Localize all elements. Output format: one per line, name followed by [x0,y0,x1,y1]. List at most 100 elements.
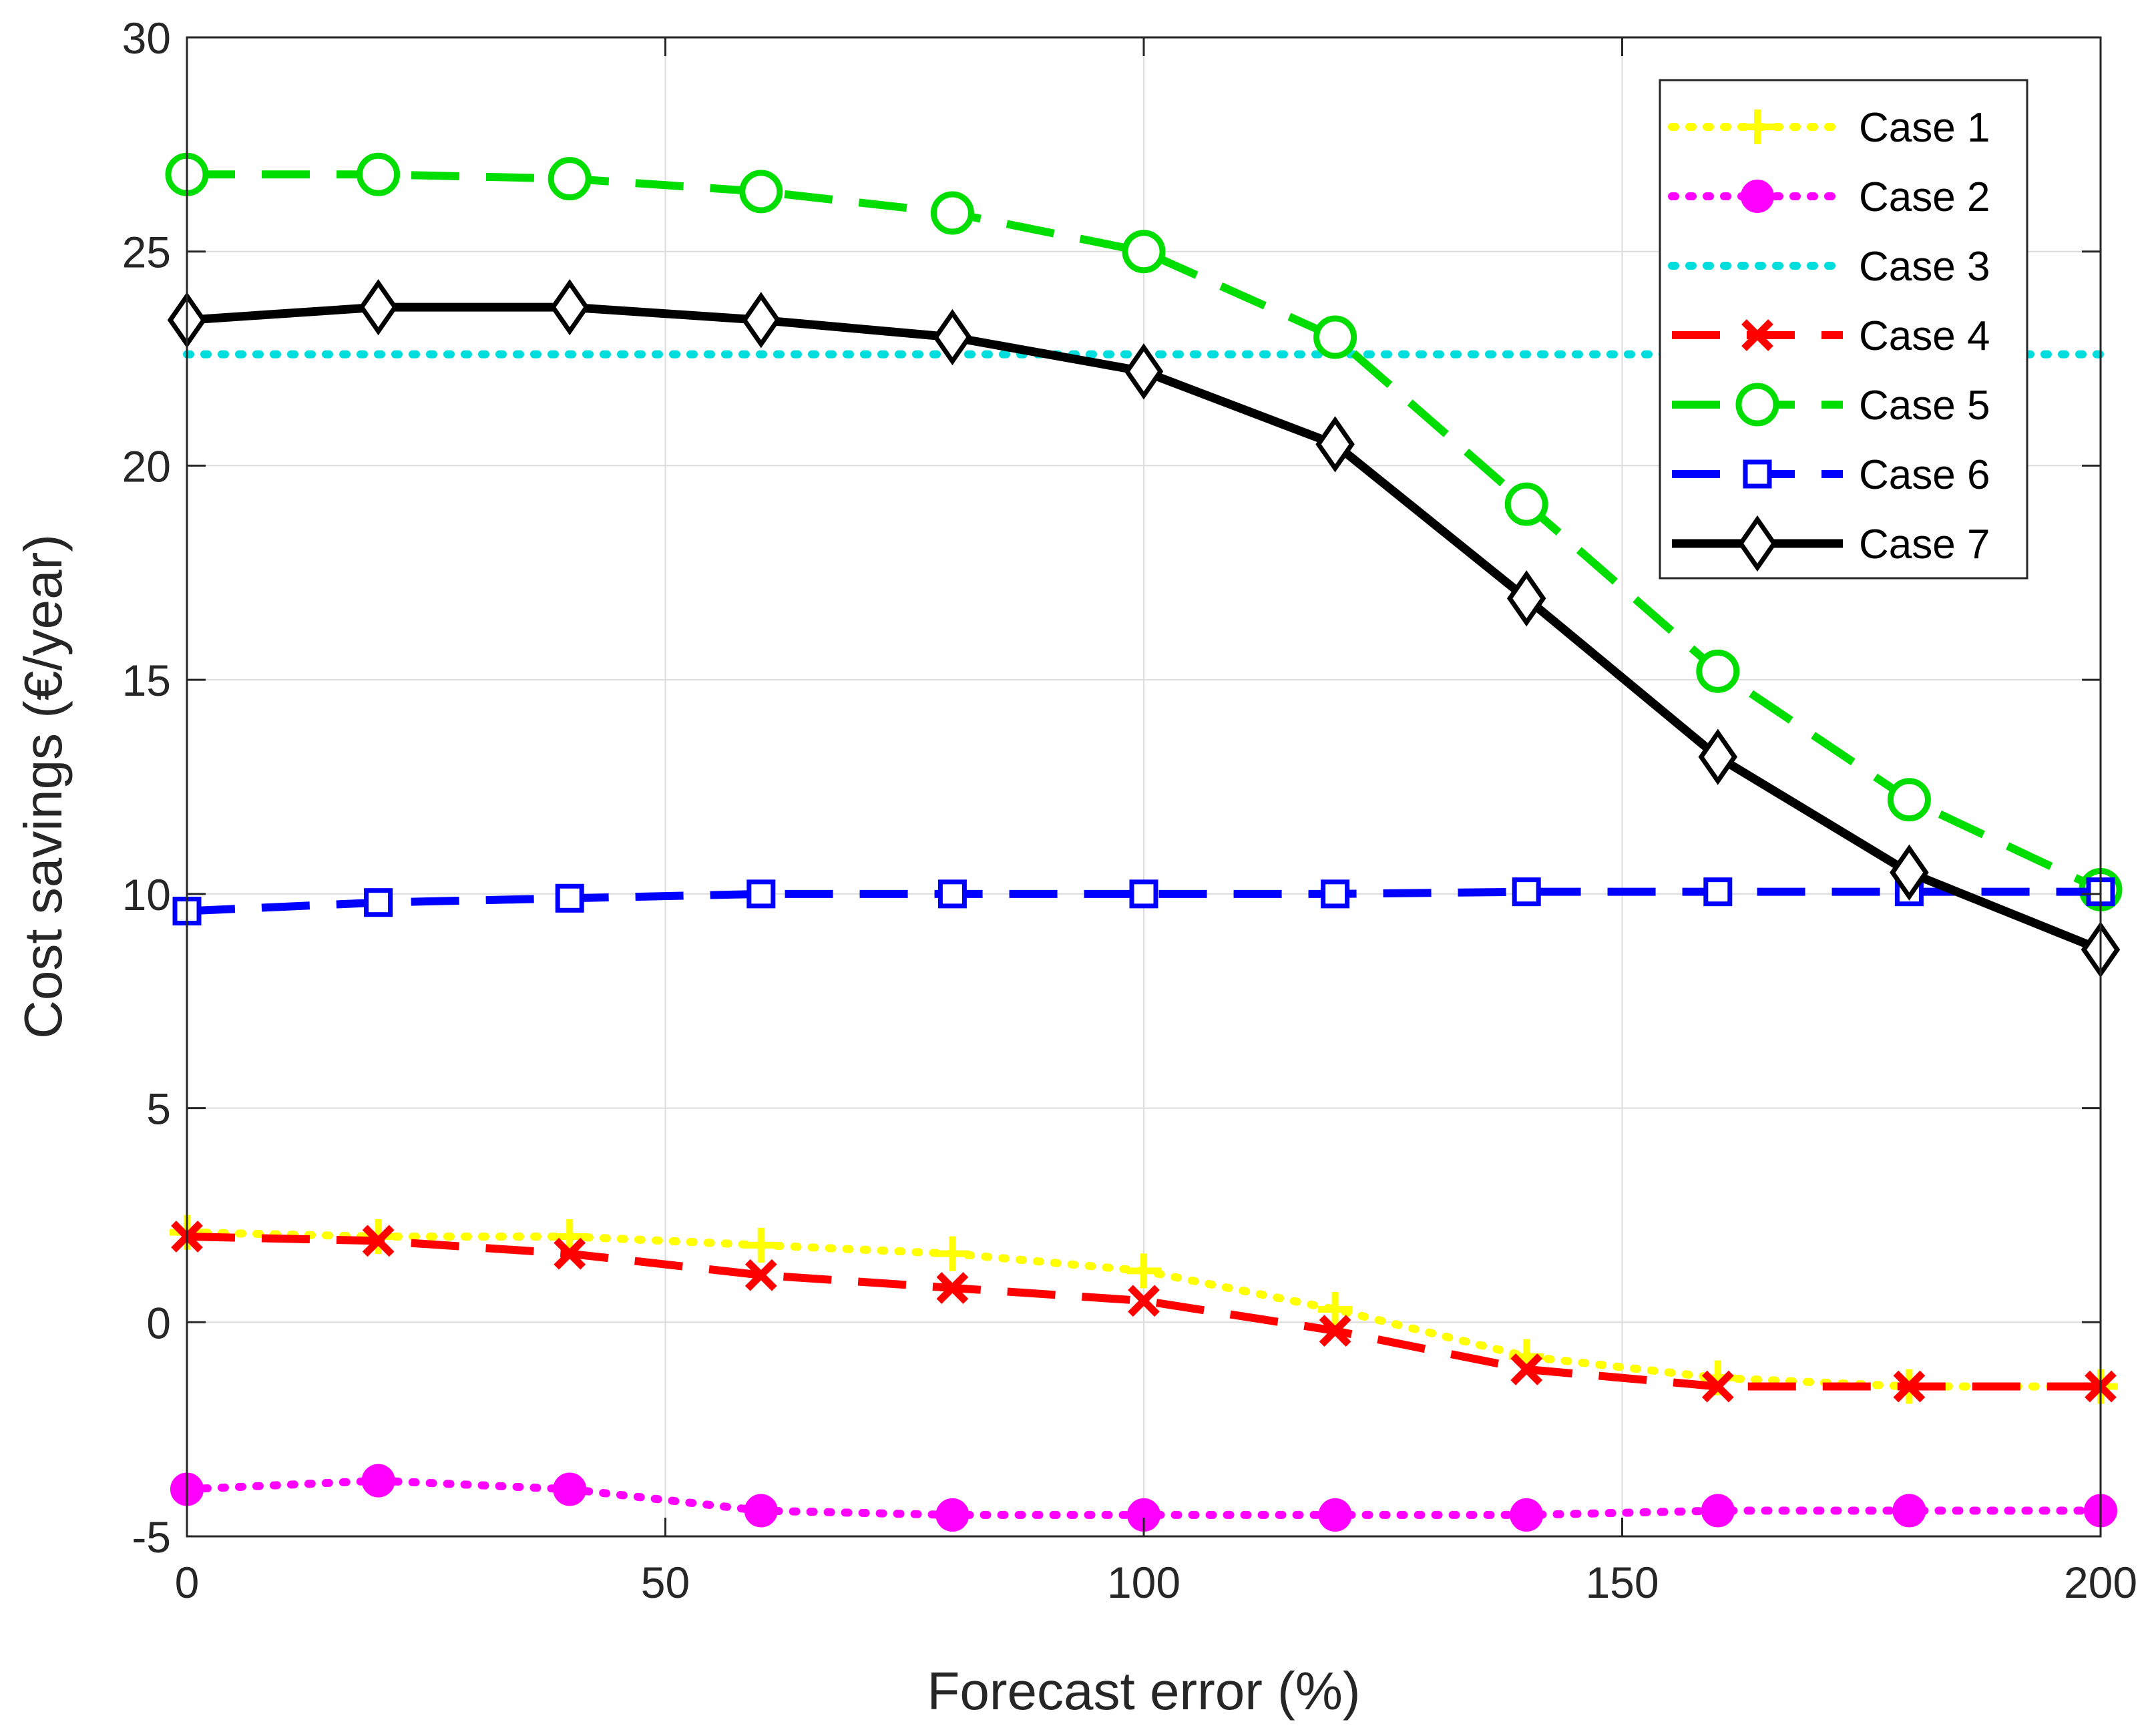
legend-box [1659,79,2028,580]
series-4 [171,1221,2117,1403]
data-point [739,170,783,214]
y-tick-label: 5 [146,1084,171,1134]
data-point [553,1472,587,1506]
legend-label: Case 5 [1859,383,1990,429]
data-point [1129,879,1158,909]
marker-stroke [1741,319,1773,351]
legend-label: Case 4 [1859,313,1990,359]
data-point [744,1494,778,1528]
legend-marker [1735,383,1779,427]
data-point [1696,649,1740,693]
data-point [1887,778,1931,822]
x-tick-label: 150 [1585,1558,1659,1607]
marker-stroke [362,1225,395,1257]
data-point [1703,877,1733,907]
legend-entry: Case 3 [1668,244,1990,290]
marker-stroke [936,1272,969,1304]
data-point [1319,1315,1351,1347]
data-point [1313,315,1357,359]
x-tick-label: 100 [1107,1558,1180,1607]
series-2 [170,1464,2117,1532]
data-point [550,278,590,336]
data-point [1124,343,1164,400]
legend-marker [1741,319,1773,351]
legend-label: Case 6 [1859,452,1990,498]
y-axis-title: Cost savings (€/year) [13,534,73,1039]
data-point [1128,1285,1160,1317]
marker-stroke [554,1237,586,1270]
y-tick-label: 0 [146,1298,171,1347]
y-tick-label: 10 [122,870,171,919]
data-point [743,1227,779,1263]
legend-label: Case 1 [1859,105,1990,151]
y-tick-label: -5 [132,1512,171,1562]
data-point [1510,1353,1543,1385]
y-tick-label: 15 [122,656,171,705]
marker-stroke [1701,1370,1734,1403]
data-point [1318,1498,1352,1532]
legend-label: Case 3 [1859,244,1990,290]
legend-marker [1743,459,1772,489]
legend: Case 1 Case 2 Case 3 Case 4 Case 5 Case 6 Case… [1659,79,2028,580]
y-tick-label: 20 [122,441,171,491]
legend-marker [1740,110,1775,144]
data-point [935,1498,970,1532]
legend-label: Case 2 [1859,174,1990,220]
marker-stroke [1319,1315,1351,1347]
series-7 [167,278,2121,978]
legend-entry: Case 4 [1672,313,1990,359]
legend-entry: Case 5 [1672,383,1990,429]
data-point [362,1225,395,1257]
x-axis-title: Forecast error (%) [927,1661,1361,1721]
x-tick-label: 0 [175,1558,200,1607]
legend-label: Case 7 [1859,521,1990,568]
data-point [1122,230,1166,274]
marker-stroke [1510,1353,1543,1385]
data-point [357,152,401,196]
data-point [554,1237,586,1270]
data-point [930,191,974,235]
data-point [1512,877,1541,907]
data-point [1126,1253,1161,1289]
data-point [364,888,393,917]
legend-marker [1737,515,1777,572]
data-point [1893,1370,1926,1403]
series-line [186,1233,2101,1391]
marker-stroke [744,1259,777,1291]
data-point [555,883,584,913]
data-point [741,292,781,349]
data-point [1504,482,1548,526]
data-point [746,879,776,909]
legend-marker [1741,180,1774,213]
data-point [1510,1498,1544,1532]
data-point [744,1259,777,1291]
y-tick-label: 30 [122,13,171,63]
data-point [1317,1292,1353,1327]
data-point [359,278,398,336]
data-point [548,157,592,201]
series-line [186,887,2101,915]
data-point [1321,879,1350,909]
data-point [1892,1494,1926,1528]
data-point [361,1464,395,1498]
data-point [1701,1494,1735,1528]
marker-stroke [1893,1370,1926,1403]
x-tick-label: 50 [641,1558,690,1607]
data-point [552,1219,588,1254]
data-point [1701,1370,1734,1403]
data-point [933,308,972,366]
data-point [936,1272,969,1304]
legend-entry: Case 7 [1672,515,1990,572]
data-point [937,879,967,909]
y-tick-label: 25 [122,228,171,277]
marker-stroke [1128,1285,1160,1317]
data-point [1890,844,1929,901]
legend-entry: Case 2 [1668,174,1990,220]
data-point [1698,728,1738,785]
data-point [1506,570,1546,627]
legend-entry: Case 1 [1668,105,1990,151]
x-tick-label: 200 [2064,1558,2137,1607]
series-line [187,170,2103,893]
